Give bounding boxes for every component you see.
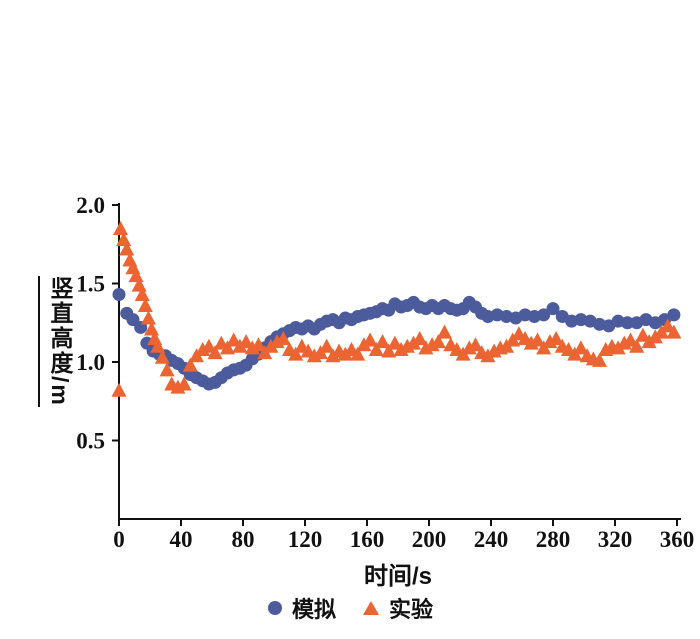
data-point-experiment [468,337,483,352]
y-tick-label: 1.5 [76,272,105,297]
data-point-experiment [207,345,223,360]
data-point-experiment [381,343,397,358]
data-point-experiment [592,352,607,367]
x-tick-label: 200 [412,527,447,552]
y-tick-label: 1.0 [76,350,105,375]
circle-marker-icon [267,601,282,615]
data-point-experiment [437,324,452,339]
data-point-experiment [140,310,156,325]
x-tick-label: 120 [288,527,323,552]
data-point-simulation [537,308,551,322]
data-point-experiment [238,334,254,349]
data-point-experiment [362,332,378,347]
data-point-experiment [226,332,242,347]
data-point-simulation [546,302,560,316]
data-point-experiment [134,286,150,301]
data-point-experiment [275,330,291,345]
x-tick-label: 280 [536,527,571,552]
data-point-experiment [113,221,129,236]
y-axis-title: 竖直高度/m [38,276,77,407]
data-point-experiment [666,324,682,339]
legend-item-experiment: 实验 [362,592,433,624]
data-point-experiment [629,338,645,353]
x-tick-label: 80 [232,527,255,552]
data-point-experiment [368,341,384,356]
data-point-experiment [412,330,428,345]
data-point-experiment [251,337,266,352]
data-point-simulation [112,287,126,301]
data-point-experiment [548,330,564,345]
data-point-experiment [182,357,198,372]
data-point-experiment [573,340,589,355]
data-point-experiment [119,241,135,256]
data-point-experiment [201,338,217,353]
legend-label-simulation: 模拟 [291,597,336,622]
legend: 模拟 实验 [0,592,700,624]
legend-item-simulation: 模拟 [267,592,336,624]
data-point-experiment [319,338,335,353]
data-point-experiment [350,346,366,361]
data-point-experiment [430,334,446,349]
data-point-experiment [220,340,235,355]
data-point-experiment [288,346,304,361]
data-point-experiment [635,327,651,342]
y-tick-label: 2.0 [76,193,105,218]
data-point-experiment [375,334,390,349]
data-point-experiment [623,332,638,347]
data-point-experiment [111,382,127,397]
data-point-simulation [620,316,634,330]
data-point-experiment [131,277,147,292]
data-point-experiment [128,268,144,283]
x-tick-label: 160 [350,527,385,552]
data-point-experiment [116,232,132,247]
legend-label-experiment: 实验 [389,597,434,622]
x-tick-label: 360 [660,527,695,552]
triangle-marker-icon [363,601,379,615]
x-tick-label: 0 [113,527,125,552]
x-tick-label: 40 [170,527,193,552]
data-point-experiment [137,297,153,312]
data-point-experiment [159,362,175,377]
data-point-experiment [154,349,170,364]
data-point-experiment [530,332,545,347]
x-tick-label: 240 [474,527,509,552]
y-tick-label: 0.5 [76,429,105,454]
data-point-simulation [667,308,681,322]
data-point-experiment [176,376,192,391]
x-tick-label: 320 [598,527,633,552]
x-axis-title: 时间/s [363,563,432,590]
data-point-experiment [387,335,403,350]
data-point-experiment [144,321,160,336]
data-point-experiment [150,338,166,353]
data-point-experiment [660,318,676,333]
